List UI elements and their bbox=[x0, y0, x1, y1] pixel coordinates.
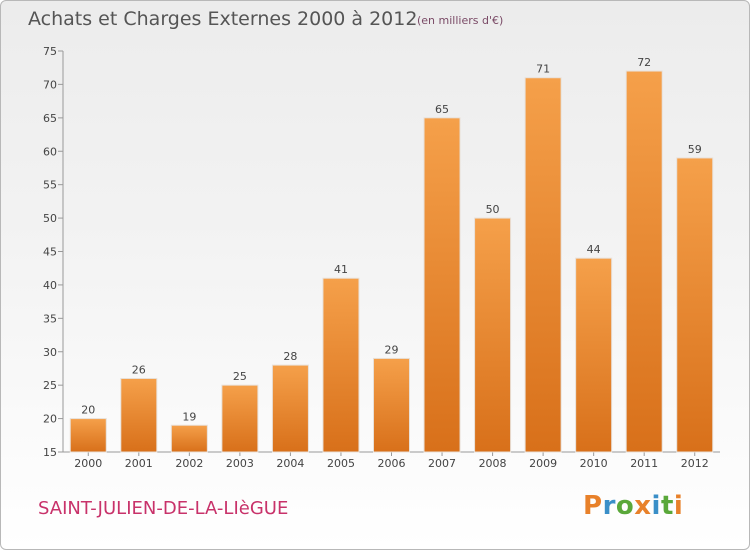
data-label-2008: 50 bbox=[486, 203, 500, 216]
x-tick-label-2011: 2011 bbox=[630, 457, 658, 470]
data-label-2009: 71 bbox=[536, 63, 550, 76]
chart-subtitle: (en milliers d'€) bbox=[417, 14, 504, 27]
y-tick-label: 45 bbox=[43, 246, 57, 259]
x-tick-label-2007: 2007 bbox=[428, 457, 456, 470]
y-tick-label: 15 bbox=[43, 446, 57, 459]
y-tick-label: 70 bbox=[43, 78, 57, 91]
y-tick-label: 60 bbox=[43, 145, 57, 158]
y-tick-label: 25 bbox=[43, 379, 57, 392]
y-tick-label: 50 bbox=[43, 212, 57, 225]
logo-letter: i bbox=[651, 491, 661, 521]
x-tick-label-2006: 2006 bbox=[378, 457, 406, 470]
bar-2011[interactable] bbox=[625, 70, 663, 453]
y-tick-label: 40 bbox=[43, 279, 57, 292]
bar-2000[interactable] bbox=[69, 418, 107, 453]
x-tick-label-2009: 2009 bbox=[529, 457, 557, 470]
bar-2012[interactable] bbox=[676, 157, 714, 453]
data-label-2000: 20 bbox=[81, 404, 95, 417]
y-tick-label: 55 bbox=[43, 179, 57, 192]
x-tick-label-2008: 2008 bbox=[479, 457, 507, 470]
x-tick-label-2000: 2000 bbox=[74, 457, 102, 470]
data-label-2006: 29 bbox=[385, 343, 399, 356]
logo-letter: r bbox=[602, 491, 616, 521]
bar-2008[interactable] bbox=[474, 217, 512, 453]
x-tick-label-2004: 2004 bbox=[276, 457, 304, 470]
data-label-2004: 28 bbox=[283, 350, 297, 363]
bar-2005[interactable] bbox=[322, 277, 360, 453]
logo-letter: t bbox=[660, 491, 674, 521]
y-tick-label: 75 bbox=[43, 45, 57, 58]
bar-2004[interactable] bbox=[271, 364, 309, 453]
bars bbox=[69, 70, 714, 453]
data-label-2005: 41 bbox=[334, 263, 348, 276]
proxiti-logo[interactable]: Proxiti bbox=[583, 491, 683, 521]
data-label-2007: 65 bbox=[435, 103, 449, 116]
bar-2009[interactable] bbox=[524, 77, 562, 453]
bar-2001[interactable] bbox=[120, 377, 158, 453]
x-tick-label-2010: 2010 bbox=[580, 457, 608, 470]
data-label-2001: 26 bbox=[132, 363, 146, 376]
x-tick-label-2012: 2012 bbox=[681, 457, 709, 470]
bar-chart: 15 20 25 30 35 40 45 50 55 60 65 70 75 2000 2001 2002 20… bbox=[43, 45, 720, 470]
logo-letter: x bbox=[634, 491, 652, 521]
bar-2003[interactable] bbox=[221, 384, 259, 453]
x-tick-label-2005: 2005 bbox=[327, 457, 355, 470]
data-label-2002: 19 bbox=[182, 410, 196, 423]
bar-2006[interactable] bbox=[373, 357, 410, 453]
y-tick-label: 30 bbox=[43, 346, 57, 359]
x-tick-label-2002: 2002 bbox=[175, 457, 203, 470]
logo-letter: P bbox=[583, 491, 603, 521]
data-label-2011: 72 bbox=[637, 56, 651, 69]
commune-name: SAINT-JULIEN-DE-LA-LIèGUE bbox=[38, 498, 289, 519]
logo-letter: o bbox=[615, 491, 635, 521]
bar-2002[interactable] bbox=[170, 424, 208, 453]
y-tick-label: 65 bbox=[43, 112, 57, 125]
bar-2007[interactable] bbox=[423, 117, 461, 453]
data-label-2012: 59 bbox=[688, 143, 702, 156]
data-labels: 20 26 19 25 28 41 29 65 50 71 44 72 59 bbox=[81, 56, 701, 423]
y-tick-label: 35 bbox=[43, 312, 57, 325]
x-tick-label-2003: 2003 bbox=[226, 457, 254, 470]
data-label-2010: 44 bbox=[587, 243, 601, 256]
data-label-2003: 25 bbox=[233, 370, 247, 383]
x-tick-label-2001: 2001 bbox=[125, 457, 153, 470]
logo-letter: i bbox=[673, 491, 684, 521]
bar-2010[interactable] bbox=[575, 257, 613, 453]
chart-title: Achats et Charges Externes 2000 à 2012 bbox=[28, 8, 418, 30]
y-tick-label: 20 bbox=[43, 413, 57, 426]
